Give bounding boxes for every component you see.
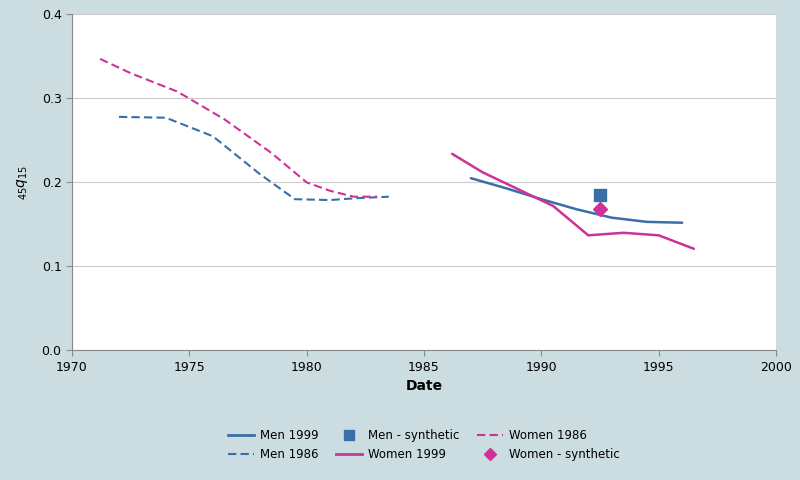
- X-axis label: Date: Date: [406, 379, 442, 394]
- Y-axis label: $_{45}q_{15}$: $_{45}q_{15}$: [15, 165, 30, 200]
- Legend: Men 1999, Men 1986, Men - synthetic, Women 1999, Women 1986, Women - synthetic: Men 1999, Men 1986, Men - synthetic, Wom…: [222, 423, 626, 467]
